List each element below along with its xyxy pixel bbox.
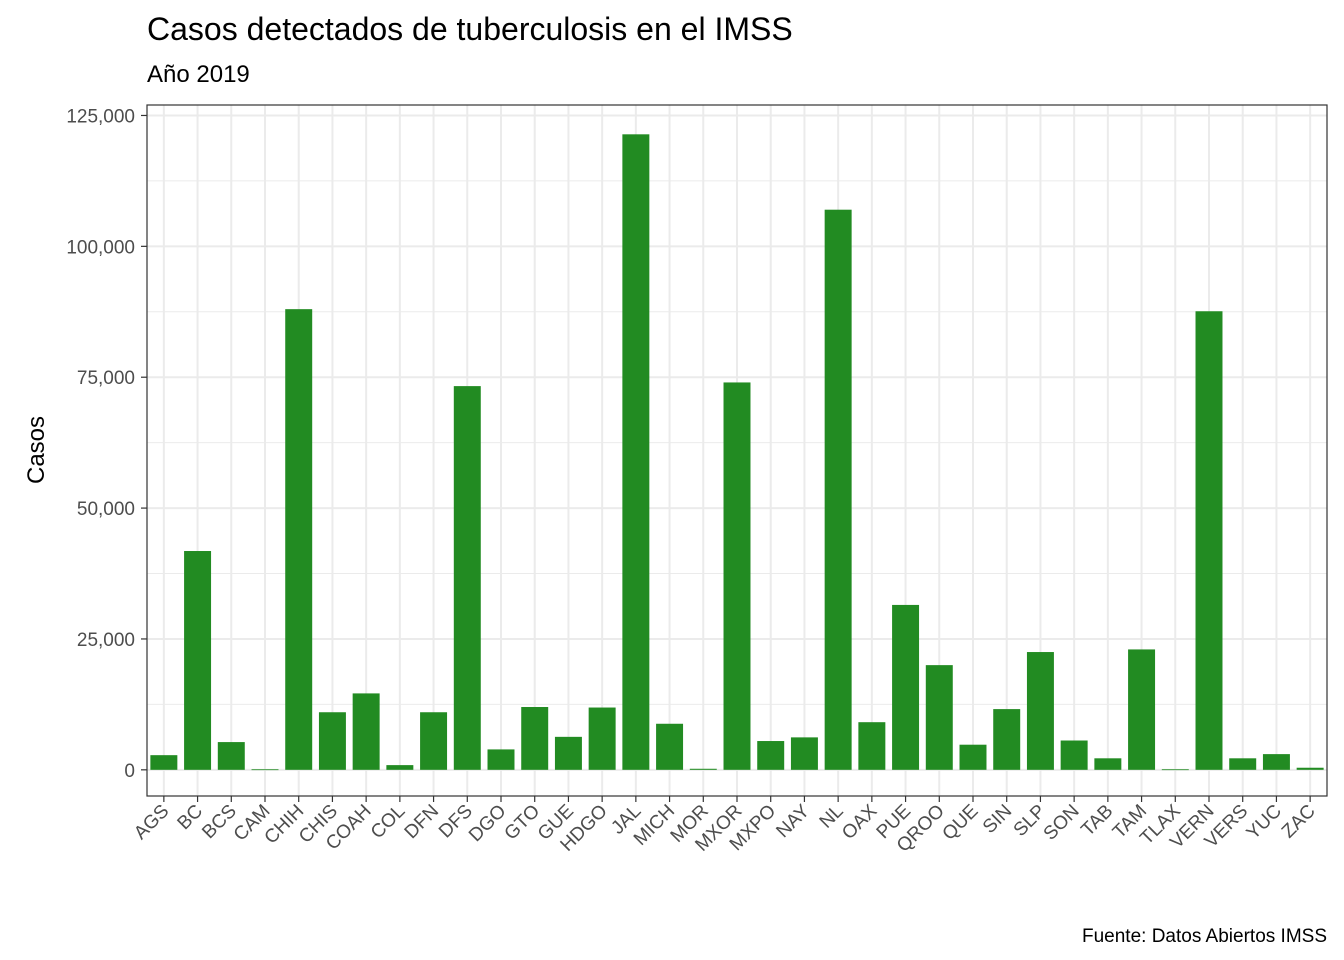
bar-tam	[1128, 649, 1156, 770]
bar-tab	[1094, 758, 1122, 770]
bar-dgo	[487, 749, 515, 770]
x-tick-label: QUE	[939, 801, 983, 845]
x-tick-label: YUC	[1243, 801, 1286, 844]
bar-vers	[1229, 758, 1257, 770]
bar-mor	[689, 768, 717, 770]
x-tick-label: SON	[1040, 801, 1084, 845]
bar-tlax	[1161, 769, 1189, 771]
bar-ags	[150, 755, 178, 770]
bar-vern	[1195, 311, 1223, 770]
y-tick-label: 25,000	[77, 630, 135, 651]
bar-dfs	[453, 386, 481, 770]
bar-coah	[352, 693, 380, 770]
y-tick-label: 50,000	[77, 499, 135, 520]
x-tick-label: BCS	[198, 801, 240, 843]
chart-caption: Fuente: Datos Abiertos IMSS	[1082, 926, 1327, 947]
bar-oax	[858, 722, 886, 770]
bar-mxor	[723, 382, 751, 770]
bar-gue	[554, 736, 582, 770]
x-tick-label: NAY	[772, 800, 814, 842]
bar-col	[386, 765, 414, 770]
bar-pue	[892, 604, 920, 770]
x-tick-label: AGS	[130, 801, 173, 844]
y-tick-label: 125,000	[66, 106, 135, 127]
y-axis-label: Casos	[23, 416, 50, 484]
bar-nl	[824, 209, 852, 770]
x-tick-label: DFN	[401, 801, 443, 843]
bar-chih	[285, 309, 313, 770]
x-tick-label: CHIH	[261, 801, 309, 849]
x-tick-label: SIN	[979, 801, 1016, 838]
bar-gto	[521, 707, 549, 770]
y-tick-label: 75,000	[77, 368, 135, 389]
bar-nay	[790, 737, 818, 770]
x-tick-label: GTO	[501, 801, 545, 845]
bar-yuc	[1262, 754, 1290, 770]
bar-bc	[184, 551, 212, 770]
bar-son	[1060, 740, 1088, 770]
y-tick-label: 0	[124, 761, 135, 782]
bar-bcs	[217, 742, 245, 770]
x-tick-label: TAB	[1077, 801, 1117, 841]
bar-hdgo	[588, 707, 616, 770]
bar-sin	[993, 709, 1021, 770]
bar-zac	[1296, 767, 1324, 770]
bar-cam	[251, 769, 279, 771]
x-tick-label: OAX	[838, 800, 881, 843]
bar-jal	[622, 134, 650, 770]
x-tick-label: DGO	[465, 801, 510, 846]
bar-mich	[656, 723, 684, 770]
chart-title: Casos detectados de tuberculosis en el I…	[147, 11, 793, 47]
bar-mxpo	[757, 741, 785, 770]
bar-dfn	[420, 712, 448, 770]
bar-slp	[1026, 652, 1054, 770]
x-tick-label: ZAC	[1278, 801, 1320, 843]
bar-que	[959, 744, 987, 770]
bar-chis	[318, 712, 346, 770]
x-tick-label: COL	[367, 801, 409, 843]
chart-subtitle: Año 2019	[147, 61, 250, 88]
bar-qroo	[925, 665, 953, 770]
y-tick-label: 100,000	[66, 237, 135, 258]
